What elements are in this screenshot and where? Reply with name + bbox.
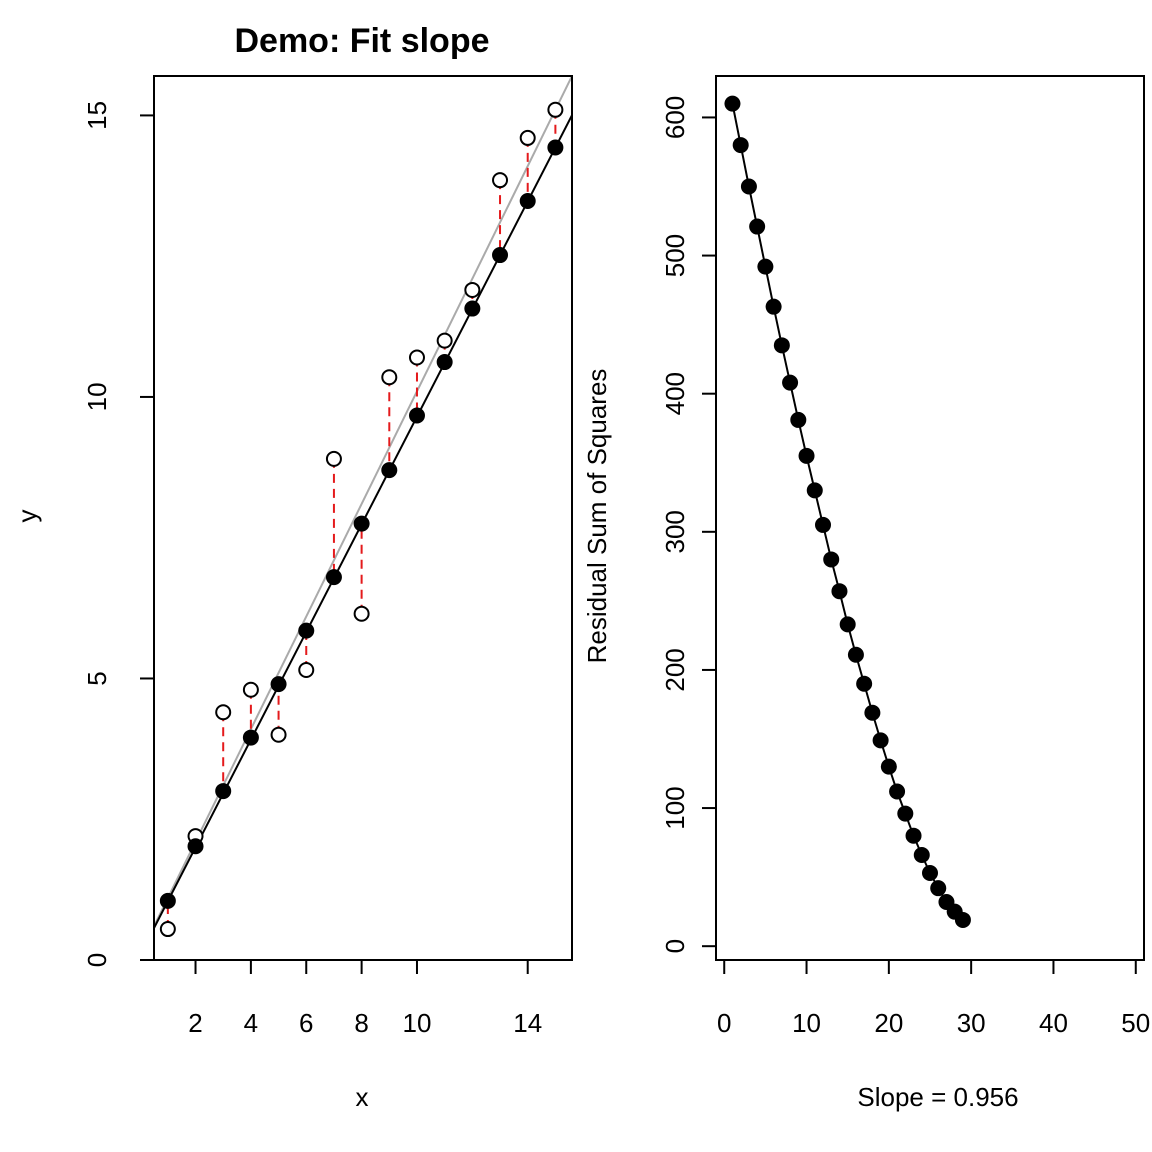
fitted-point	[519, 192, 536, 209]
observed-point	[298, 662, 315, 679]
observed-point	[436, 332, 453, 349]
observed-point	[547, 101, 564, 118]
right-y-tick-label: 100	[660, 786, 690, 829]
rss-point	[740, 178, 757, 195]
right-x-tick-label: 0	[717, 1008, 731, 1038]
rss-point	[872, 732, 889, 749]
rss-point	[856, 675, 873, 692]
left-plot-area: 2 4 6 8 10 14 0 5 10 15	[82, 75, 573, 1038]
observed-point	[492, 172, 509, 189]
left-y-tick-label: 5	[82, 671, 112, 685]
left-x-tick-label: 6	[299, 1008, 313, 1038]
left-x-tick-label: 4	[244, 1008, 258, 1038]
fitted-point	[381, 462, 398, 479]
left-x-tick-label: 14	[513, 1008, 542, 1038]
fitted-point	[159, 892, 176, 909]
rss-point	[880, 758, 897, 775]
right-y-tick-label: 0	[660, 939, 690, 953]
fitted-point	[242, 729, 259, 746]
fitted-point	[436, 354, 453, 371]
left-x-tick-label: 8	[354, 1008, 368, 1038]
rss-point	[864, 704, 881, 721]
rss-point	[782, 374, 799, 391]
right-x-tick-label: 40	[1039, 1008, 1068, 1038]
observed-point	[270, 726, 287, 743]
observed-point	[464, 281, 481, 298]
rss-point	[749, 218, 766, 235]
rss-point	[815, 516, 831, 533]
right-y-tick-label: 300	[660, 510, 690, 553]
observed-point	[215, 704, 232, 721]
rss-point	[913, 847, 930, 864]
right-y-axis-label: Residual Sum of Squares	[582, 369, 612, 664]
rss-point	[905, 827, 922, 844]
fitted-point	[353, 515, 370, 532]
rss-point	[798, 447, 815, 464]
right-x-tick-label: 20	[874, 1008, 903, 1038]
observed-point	[353, 605, 370, 622]
rss-point	[831, 583, 848, 600]
fitted-point	[187, 838, 204, 855]
rss-point	[889, 783, 906, 800]
left-x-axis-label: x	[356, 1082, 369, 1112]
left-y-tick-label: 10	[82, 382, 112, 411]
fitted-point	[464, 300, 481, 317]
right-x-axis-label: Slope = 0.956	[857, 1082, 1018, 1112]
rss-point	[724, 95, 741, 112]
observed-point	[408, 349, 425, 366]
right-y-tick-label: 200	[660, 648, 690, 691]
left-y-tick-label: 15	[82, 101, 112, 130]
fitted-point	[408, 407, 425, 424]
rss-point	[823, 551, 840, 568]
left-x-tick-label: 2	[188, 1008, 202, 1038]
left-chart-title: Demo: Fit slope	[234, 22, 489, 60]
left-y-axis-label: y	[12, 510, 42, 523]
fitted-point	[215, 783, 232, 800]
observed-point	[381, 369, 398, 386]
observed-point	[242, 681, 259, 698]
right-y-tick-label: 500	[660, 234, 690, 277]
rss-point	[897, 805, 914, 822]
left-x-tick-label: 10	[403, 1008, 432, 1038]
fitted-point	[547, 139, 564, 156]
rss-point	[773, 337, 790, 354]
rss-point	[954, 911, 971, 928]
observed-point	[519, 129, 536, 146]
right-x-tick-label: 50	[1121, 1008, 1150, 1038]
fitted-point	[270, 676, 287, 693]
fitted-point	[325, 569, 342, 586]
right-y-tick-label: 600	[660, 96, 690, 139]
fitted-point	[492, 247, 509, 264]
left-panel-fit-slope: Demo: Fit slope 2 4 6 8 10 14 0 5 10 15 x y	[12, 22, 573, 1112]
right-x-tick-label: 30	[957, 1008, 986, 1038]
right-y-tick-label: 400	[660, 372, 690, 415]
fitted-point	[298, 622, 315, 639]
rss-point	[757, 258, 774, 275]
rss-point	[930, 880, 947, 897]
rss-point	[790, 411, 807, 428]
rss-point	[839, 616, 856, 633]
rss-point	[732, 137, 749, 154]
observed-point	[325, 450, 342, 467]
rss-point	[765, 298, 782, 315]
observed-point	[159, 921, 176, 938]
rss-point	[806, 482, 823, 499]
left-y-tick-label: 0	[82, 953, 112, 967]
rss-point	[847, 646, 864, 663]
rss-point	[922, 864, 938, 881]
right-x-tick-label: 10	[792, 1008, 821, 1038]
